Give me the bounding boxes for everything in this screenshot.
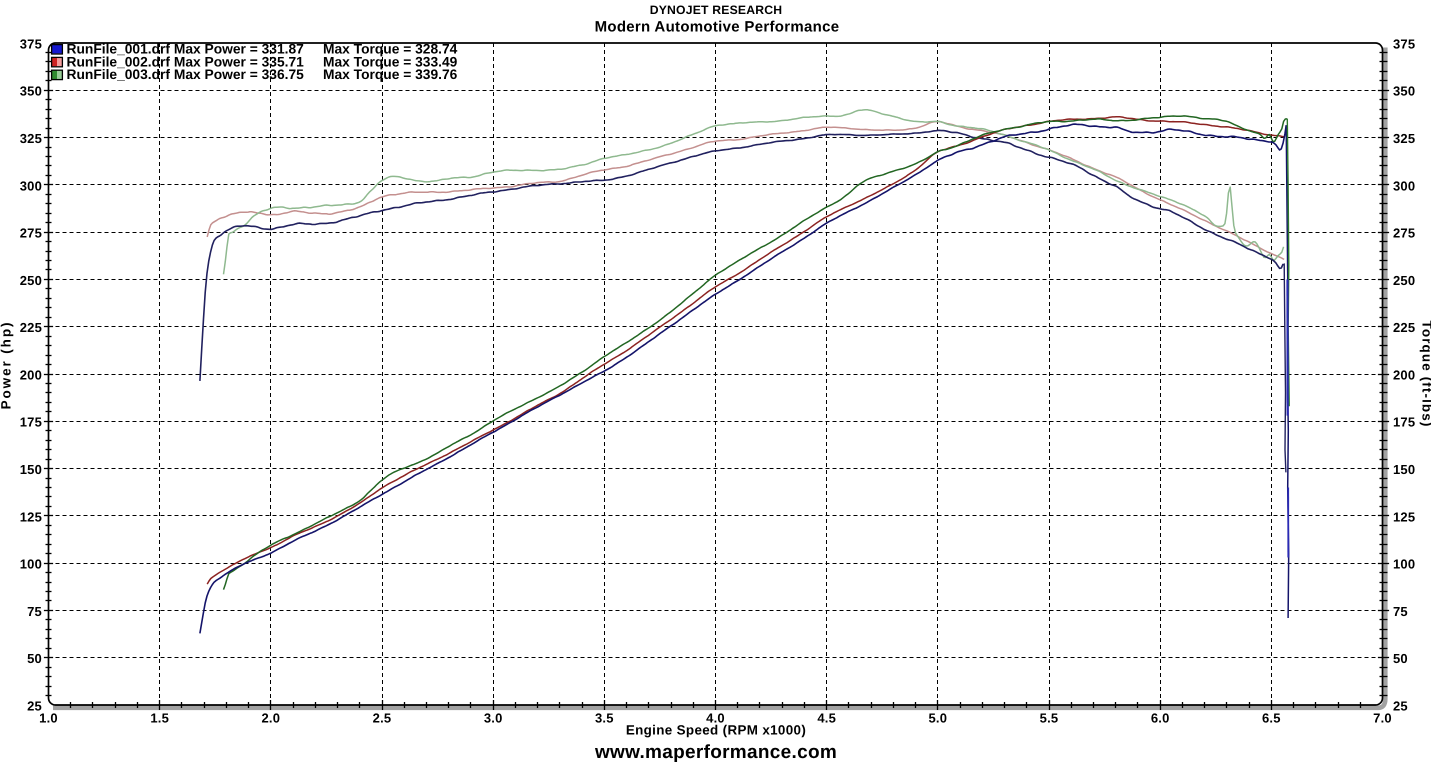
svg-text:RunFile_003.drf Max Power = 33: RunFile_003.drf Max Power = 336.75: [67, 67, 305, 82]
svg-text:50: 50: [27, 651, 42, 666]
svg-text:250: 250: [1393, 273, 1415, 288]
svg-text:325: 325: [20, 131, 42, 146]
svg-text:3.0: 3.0: [484, 710, 503, 725]
svg-text:175: 175: [20, 415, 42, 430]
svg-text:50: 50: [1393, 651, 1408, 666]
svg-text:4.0: 4.0: [706, 710, 725, 725]
svg-text:75: 75: [1393, 604, 1408, 619]
svg-text:Max Torque = 333.49: Max Torque = 333.49: [323, 54, 458, 69]
svg-text:125: 125: [20, 509, 42, 524]
svg-text:4.5: 4.5: [817, 710, 836, 725]
svg-text:350: 350: [1393, 84, 1415, 99]
svg-text:6.5: 6.5: [1262, 710, 1281, 725]
svg-text:25: 25: [1393, 698, 1408, 713]
svg-text:Power (hp): Power (hp): [0, 321, 14, 410]
svg-text:5.5: 5.5: [1040, 710, 1059, 725]
svg-text:275: 275: [1393, 226, 1415, 241]
svg-text:1.5: 1.5: [150, 710, 169, 725]
svg-text:225: 225: [1393, 320, 1415, 335]
svg-text:Max Torque = 328.74: Max Torque = 328.74: [323, 42, 458, 57]
svg-text:350: 350: [20, 84, 42, 99]
svg-text:1.0: 1.0: [39, 710, 58, 725]
svg-text:200: 200: [20, 367, 42, 382]
svg-text:25: 25: [27, 698, 42, 713]
svg-text:RunFile_002.drf Max Power = 33: RunFile_002.drf Max Power = 335.71: [67, 54, 305, 69]
svg-text:125: 125: [1393, 509, 1415, 524]
svg-text:250: 250: [20, 273, 42, 288]
svg-text:375: 375: [1393, 36, 1415, 51]
svg-text:325: 325: [1393, 131, 1415, 146]
svg-text:5.0: 5.0: [928, 710, 947, 725]
svg-text:2.5: 2.5: [373, 710, 392, 725]
svg-text:Engine Speed (RPM x1000): Engine Speed (RPM x1000): [626, 723, 806, 738]
svg-text:300: 300: [1393, 178, 1415, 193]
svg-text:6.0: 6.0: [1151, 710, 1170, 725]
svg-text:100: 100: [20, 557, 42, 572]
svg-text:RunFile_001.drf Max Power = 33: RunFile_001.drf Max Power = 331.87: [67, 42, 305, 57]
svg-text:200: 200: [1393, 367, 1415, 382]
svg-text:www.maperformance.com: www.maperformance.com: [594, 742, 837, 763]
svg-text:2.0: 2.0: [261, 710, 280, 725]
svg-text:150: 150: [1393, 462, 1415, 477]
svg-text:75: 75: [27, 604, 42, 619]
svg-text:300: 300: [20, 178, 42, 193]
svg-text:175: 175: [1393, 415, 1415, 430]
svg-text:Max Torque = 339.76: Max Torque = 339.76: [323, 67, 458, 82]
svg-text:7.0: 7.0: [1373, 710, 1392, 725]
svg-text:100: 100: [1393, 557, 1415, 572]
svg-text:3.5: 3.5: [595, 710, 614, 725]
svg-text:Modern Automotive Performance: Modern Automotive Performance: [595, 19, 840, 36]
svg-text:DYNOJET RESEARCH: DYNOJET RESEARCH: [650, 3, 783, 17]
svg-text:225: 225: [20, 320, 42, 335]
svg-text:275: 275: [20, 226, 42, 241]
svg-text:Torque (ft-lbs): Torque (ft-lbs): [1420, 321, 1431, 428]
svg-text:375: 375: [20, 36, 42, 51]
svg-text:150: 150: [20, 462, 42, 477]
